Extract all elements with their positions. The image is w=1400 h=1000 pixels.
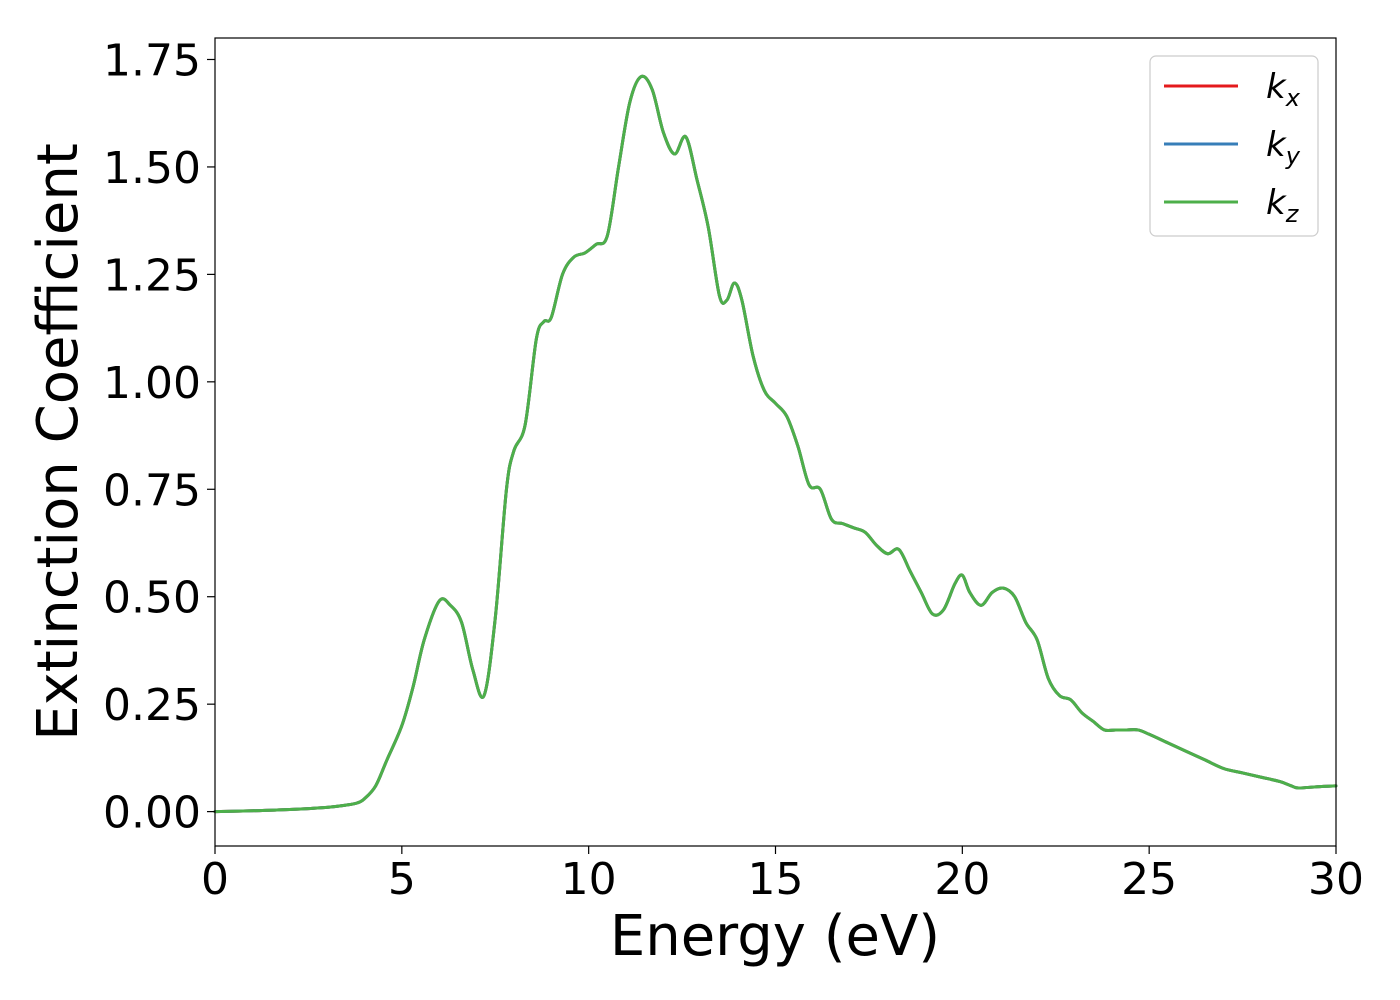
x-tick-label: 5 (388, 854, 416, 905)
legend: kx ky kz (1149, 55, 1319, 237)
series-line-kz (213, 74, 1338, 814)
legend-label-ky: ky (1266, 125, 1301, 170)
y-axis-label: Extinction Coefficient (26, 143, 91, 741)
y-tick-label: 1.25 (103, 250, 201, 301)
legend-label-kx: kx (1266, 67, 1301, 112)
x-tick-label: 20 (934, 854, 990, 905)
y-tick-label: 1.50 (103, 143, 201, 194)
y-tick-label: 0.50 (103, 573, 201, 624)
y-axis: 0.00 0.25 0.50 0.75 1.00 1.25 1.50 1.75 (103, 35, 215, 839)
y-tick-label: 0.25 (103, 680, 201, 731)
y-tick-label: 1.75 (103, 35, 201, 86)
x-tick-label: 15 (748, 854, 804, 905)
y-tick-label: 0.75 (103, 465, 201, 516)
x-axis-label: Energy (eV) (610, 904, 940, 969)
x-tick-label: 10 (561, 854, 617, 905)
y-tick-label: 1.00 (103, 358, 201, 409)
legend-box (1149, 55, 1319, 237)
x-axis: 0 5 10 15 20 25 30 (201, 846, 1364, 905)
legend-label-kz: kz (1266, 183, 1300, 228)
series-layer (213, 74, 1338, 814)
x-tick-label: 25 (1121, 854, 1177, 905)
x-tick-label: 0 (201, 854, 229, 905)
x-tick-label: 30 (1308, 854, 1364, 905)
y-tick-label: 0.00 (103, 788, 201, 839)
